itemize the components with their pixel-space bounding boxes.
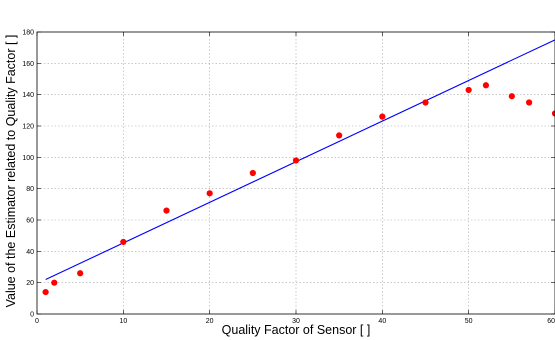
- y-axis-label: Value of the Estimator related to Qualit…: [4, 35, 18, 308]
- x-tick-label: 30: [292, 318, 300, 325]
- x-axis-label: Quality Factor of Sensor [ ]: [222, 323, 371, 337]
- data-point: [77, 270, 84, 277]
- y-axis-tick-labels: 0 20 40 60 80 100 120 140 160 180: [22, 30, 34, 319]
- y-tick-label: 160: [22, 61, 34, 68]
- y-tick-label: 80: [26, 186, 34, 193]
- x-tick-label: 0: [35, 318, 39, 325]
- y-tick-label: 100: [22, 155, 34, 162]
- data-point: [379, 113, 386, 120]
- fit-line: [45, 39, 555, 281]
- data-point: [508, 93, 515, 100]
- x-axis-tick-labels: 0 10 20 30 40 50 60: [35, 318, 555, 325]
- data-point: [465, 86, 472, 94]
- data-point: [526, 99, 533, 106]
- x-tick-label: 50: [465, 318, 473, 325]
- data-point: [482, 82, 490, 89]
- data-point: [206, 190, 213, 197]
- y-tick-label: 140: [22, 92, 34, 99]
- x-tick-label: 60: [547, 318, 555, 325]
- y-tick-label: 20: [26, 280, 34, 287]
- grid: [37, 32, 555, 314]
- tick-marks: [36, 31, 555, 315]
- y-tick-label: 0: [30, 312, 34, 319]
- x-tick-label: 40: [378, 318, 386, 325]
- data-point: [42, 288, 49, 296]
- data-point: [422, 99, 429, 106]
- y-tick-label: 40: [26, 249, 34, 256]
- y-tick-label: 180: [22, 30, 34, 37]
- data-point: [292, 157, 300, 164]
- data-point: [163, 207, 170, 214]
- data-points-layer: [42, 82, 555, 296]
- data-point: [336, 132, 343, 139]
- data-point: [551, 110, 555, 117]
- y-tick-label: 120: [22, 124, 34, 131]
- data-point: [120, 238, 127, 246]
- x-tick-label: 20: [206, 318, 214, 325]
- data-point: [51, 279, 58, 286]
- fit-line-layer: [45, 39, 555, 281]
- y-tick-label: 60: [26, 218, 34, 225]
- x-tick-label: 10: [119, 318, 127, 325]
- data-point: [249, 169, 256, 177]
